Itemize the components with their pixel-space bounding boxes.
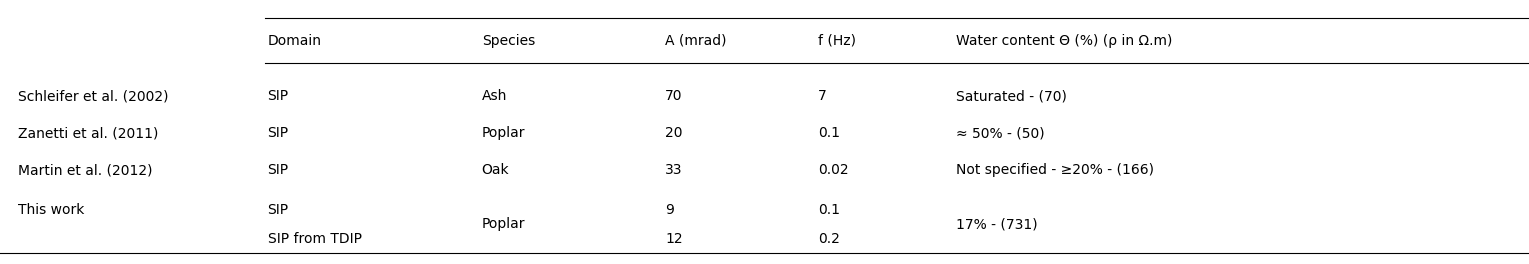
Text: 9: 9 (665, 203, 674, 217)
Text: 20: 20 (665, 126, 682, 140)
Text: Poplar: Poplar (482, 126, 524, 140)
Text: 70: 70 (665, 89, 682, 103)
Text: 0.1: 0.1 (818, 203, 839, 217)
Text: 0.02: 0.02 (818, 163, 849, 177)
Text: SIP from TDIP: SIP from TDIP (268, 232, 361, 246)
Text: SIP: SIP (268, 163, 289, 177)
Text: Saturated - (70): Saturated - (70) (956, 89, 1067, 103)
Text: Martin et al. (2012): Martin et al. (2012) (18, 163, 153, 177)
Text: Poplar: Poplar (482, 217, 524, 232)
Text: 33: 33 (665, 163, 682, 177)
Text: 0.2: 0.2 (818, 232, 839, 246)
Text: SIP: SIP (268, 126, 289, 140)
Text: A (mrad): A (mrad) (665, 34, 726, 48)
Text: 12: 12 (665, 232, 683, 246)
Text: Not specified - ≥20% - (166): Not specified - ≥20% - (166) (956, 163, 1153, 177)
Text: Schleifer et al. (2002): Schleifer et al. (2002) (18, 89, 168, 103)
Text: 7: 7 (818, 89, 827, 103)
Text: Domain: Domain (268, 34, 321, 48)
Text: Water content Θ (%) (ρ in Ω.m): Water content Θ (%) (ρ in Ω.m) (956, 34, 1173, 48)
Text: Ash: Ash (482, 89, 508, 103)
Text: SIP: SIP (268, 203, 289, 217)
Text: 0.1: 0.1 (818, 126, 839, 140)
Text: SIP: SIP (268, 89, 289, 103)
Text: f (Hz): f (Hz) (818, 34, 856, 48)
Text: Species: Species (482, 34, 535, 48)
Text: This work: This work (18, 203, 84, 217)
Text: 17% - (731): 17% - (731) (956, 217, 1037, 232)
Text: Zanetti et al. (2011): Zanetti et al. (2011) (18, 126, 159, 140)
Text: ≈ 50% - (50): ≈ 50% - (50) (956, 126, 1044, 140)
Text: Oak: Oak (482, 163, 509, 177)
